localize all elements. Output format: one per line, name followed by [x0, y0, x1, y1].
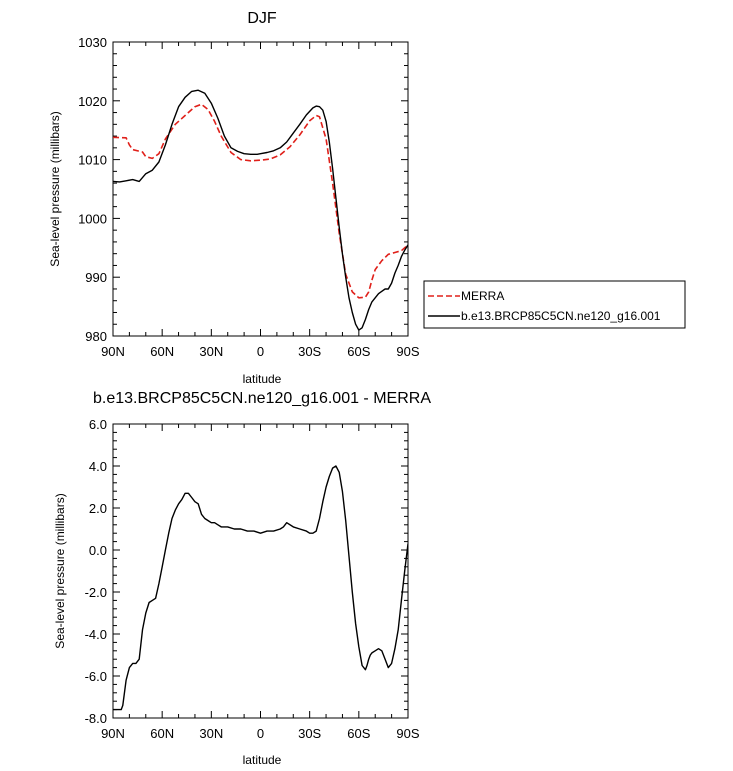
djf-x-tick-label: 90N: [101, 344, 125, 359]
difference-x-tick-label: 60S: [347, 726, 370, 741]
difference-series-lines: [113, 465, 408, 711]
djf-x-tick-label: 0: [257, 344, 264, 359]
difference-y-tick-label: -8.0: [85, 711, 107, 726]
djf-plot: DJF 90N 60N 30N 0 30S 60S 90S 980 990 1000 1010 102…: [48, 10, 420, 386]
djf-y-tick-label: 980: [85, 329, 107, 344]
djf-plot-title: DJF: [247, 10, 277, 27]
djf-series-line-1: [113, 89, 408, 331]
difference-plot: b.e13.BRCP85C5CN.ne120_g16.001 - MERRA 9…: [53, 390, 431, 767]
djf-y-tick-label: 990: [85, 270, 107, 285]
legend: MERRA b.e13.BRCP85C5CN.ne120_g16.001: [423, 280, 686, 329]
difference-y-tick-label: 0.0: [89, 543, 107, 558]
difference-x-tick-label: 60N: [150, 726, 174, 741]
djf-x-tick-label: 30N: [199, 344, 223, 359]
djf-y-tick-label: 1020: [78, 94, 107, 109]
difference-y-tick-label: -2.0: [85, 585, 107, 600]
djf-ticks: 90N 60N 30N 0 30S 60S 90S 980 990 1000 1010 1020 103…: [78, 35, 420, 359]
difference-ticks: 90N 60N 30N 0 30S 60S 90S -8.0 -6.0 -4.0 -2.0 0.0 2.…: [85, 417, 420, 741]
djf-series-lines: [113, 89, 408, 331]
djf-x-axis-label: latitude: [243, 372, 282, 386]
djf-y-tick-label: 1000: [78, 211, 107, 226]
difference-y-tick-label: -6.0: [85, 669, 107, 684]
djf-y-axis-label: Sea-level pressure (millibars): [48, 111, 62, 266]
legend-merra-label: MERRA: [461, 289, 504, 303]
difference-x-tick-label: 90N: [101, 726, 125, 741]
djf-y-tick-label: 1010: [78, 153, 107, 168]
difference-plot-frame: [112, 423, 409, 719]
difference-x-axis-label: latitude: [243, 753, 282, 767]
difference-y-tick-label: -4.0: [85, 627, 107, 642]
djf-y-tick-label: 1030: [78, 35, 107, 50]
difference-y-tick-label: 4.0: [89, 459, 107, 474]
difference-x-tick-label: 30N: [199, 726, 223, 741]
difference-y-tick-label: 6.0: [89, 417, 107, 432]
difference-x-tick-label: 0: [257, 726, 264, 741]
difference-x-tick-label: 30S: [298, 726, 321, 741]
difference-plot-title: b.e13.BRCP85C5CN.ne120_g16.001 - MERRA: [93, 390, 431, 407]
djf-x-tick-label: 30S: [298, 344, 321, 359]
djf-series-line-0: [113, 103, 408, 299]
djf-plot-frame: [112, 41, 409, 337]
difference-x-tick-label: 90S: [396, 726, 419, 741]
djf-x-tick-label: 90S: [396, 344, 419, 359]
legend-box: [423, 280, 686, 329]
difference-y-tick-label: 2.0: [89, 501, 107, 516]
djf-x-tick-label: 60N: [150, 344, 174, 359]
legend-model-label: b.e13.BRCP85C5CN.ne120_g16.001: [461, 309, 661, 323]
difference-y-axis-label: Sea-level pressure (millibars): [53, 493, 67, 648]
difference-series-line-0: [113, 465, 408, 711]
djf-x-tick-label: 60S: [347, 344, 370, 359]
